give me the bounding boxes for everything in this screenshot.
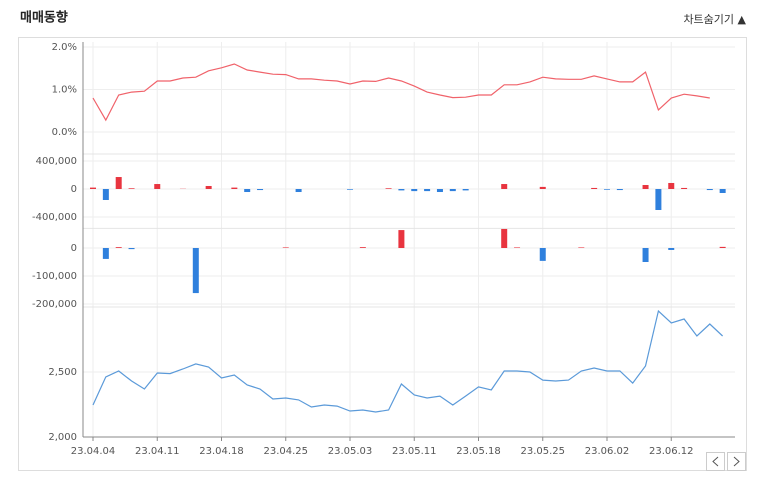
chart-frame bbox=[18, 37, 747, 471]
bar bbox=[359, 247, 366, 248]
bar bbox=[205, 185, 212, 189]
bar bbox=[539, 248, 546, 261]
hide-chart-toggle[interactable]: 차트숨기기 ▲ bbox=[683, 13, 746, 26]
bar bbox=[154, 184, 161, 189]
x-tick-label: 23.05.18 bbox=[456, 446, 501, 457]
bar bbox=[295, 189, 302, 193]
y-tick-label: 2.0% bbox=[52, 42, 77, 53]
line-series bbox=[92, 63, 710, 122]
y-tick-label: 2,000 bbox=[48, 432, 77, 443]
x-tick-label: 23.06.02 bbox=[585, 446, 630, 457]
bar bbox=[128, 188, 135, 189]
bar bbox=[102, 189, 109, 200]
line-series bbox=[92, 309, 724, 413]
bar bbox=[449, 189, 456, 192]
x-tick-label: 23.06.12 bbox=[649, 446, 694, 457]
x-tick-label: 23.05.11 bbox=[392, 446, 437, 457]
nav-next[interactable] bbox=[727, 452, 746, 471]
y-tick-label: -200,000 bbox=[32, 299, 77, 310]
bar bbox=[411, 189, 418, 192]
bar bbox=[539, 186, 546, 189]
bar bbox=[462, 189, 469, 191]
bar bbox=[231, 187, 238, 189]
bar bbox=[257, 189, 264, 191]
x-tick-label: 23.04.25 bbox=[263, 446, 308, 457]
bar bbox=[681, 187, 688, 189]
bar bbox=[398, 189, 405, 191]
y-tick-label: -400,000 bbox=[32, 212, 77, 223]
bar bbox=[192, 248, 199, 294]
bar bbox=[706, 189, 713, 191]
bar bbox=[668, 182, 675, 189]
bar bbox=[655, 189, 662, 210]
bar bbox=[604, 189, 610, 190]
bar bbox=[719, 246, 726, 248]
bar bbox=[642, 185, 649, 189]
bar bbox=[642, 248, 649, 262]
x-tick-label: 23.05.25 bbox=[520, 446, 565, 457]
bar bbox=[347, 189, 353, 190]
y-tick-label: 400,000 bbox=[36, 156, 77, 167]
bar bbox=[282, 247, 289, 248]
y-tick-label: -100,000 bbox=[32, 271, 77, 282]
bar bbox=[115, 247, 122, 248]
x-tick-label: 23.05.03 bbox=[328, 446, 373, 457]
bar bbox=[591, 187, 598, 189]
y-tick-label: 0 bbox=[71, 243, 77, 254]
bar bbox=[436, 189, 443, 193]
bar bbox=[102, 248, 109, 259]
bar bbox=[668, 248, 675, 250]
x-tick-label: 23.04.18 bbox=[199, 446, 244, 457]
y-tick-label: 0 bbox=[71, 184, 77, 195]
bar bbox=[244, 189, 251, 193]
bar bbox=[128, 248, 135, 250]
y-tick-label: 2,500 bbox=[48, 367, 77, 378]
y-tick-label: 1.0% bbox=[52, 85, 77, 96]
bar bbox=[719, 189, 726, 193]
bar bbox=[501, 228, 508, 248]
x-tick-label: 23.04.04 bbox=[71, 446, 116, 457]
bar bbox=[115, 177, 122, 189]
bar bbox=[616, 189, 623, 191]
bar bbox=[578, 247, 585, 248]
bar bbox=[385, 188, 392, 189]
x-tick-label: 23.04.11 bbox=[135, 446, 180, 457]
nav-prev[interactable] bbox=[706, 452, 725, 471]
bar bbox=[90, 187, 96, 189]
y-tick-label: 0.0% bbox=[52, 127, 77, 138]
bar bbox=[501, 184, 508, 189]
bar bbox=[514, 247, 521, 248]
section-title: 매매동향 bbox=[20, 10, 68, 26]
bar bbox=[398, 230, 405, 248]
bar bbox=[424, 189, 431, 192]
